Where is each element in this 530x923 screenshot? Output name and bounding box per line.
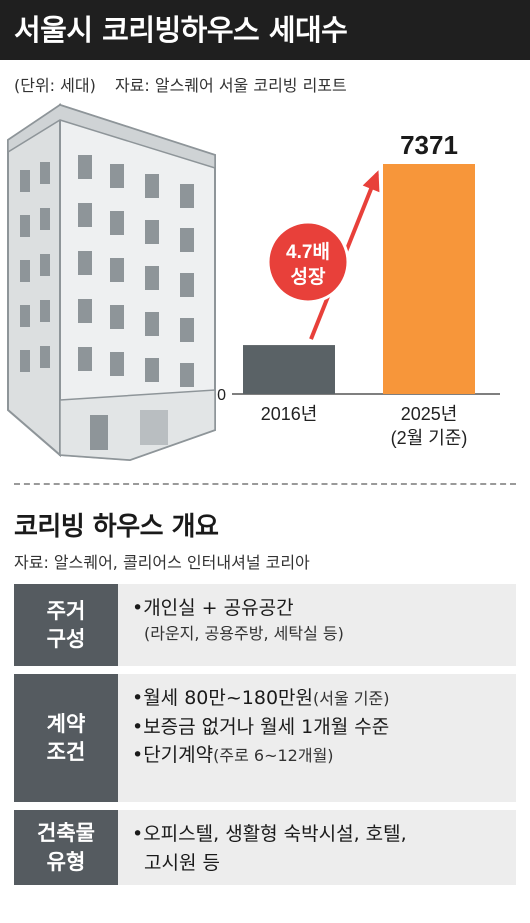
row-label-line: 주거 [46, 598, 86, 623]
overview-item-note: (라운지, 공용주방, 세탁실 등) [144, 623, 344, 643]
overview-item-sub: (주로 6~12개월) [213, 746, 334, 765]
category-label-2: 2025년 [401, 404, 458, 424]
category-sublabel-2: (2월 기준) [391, 428, 468, 448]
overview-table: 주거 구성 •개인실 + 공유공간 (라운지, 공용주방, 세탁실 등) 계약 조건 •월세… [14, 584, 516, 893]
overview-item: •보증금 없거나 월세 1개월 수준 [132, 715, 390, 738]
overview-item-continuation: 고시원 등 [144, 851, 220, 874]
growth-badge [266, 220, 350, 304]
row-label-line: 조건 [46, 740, 86, 764]
overview-title: 코리빙 하우스 개요 [14, 512, 219, 542]
axis-zero-label: 0 [217, 387, 226, 404]
overview-item: •월세 80만~180만원(서울 기준) [132, 687, 390, 709]
value-label-2: 7371 [400, 130, 458, 160]
overview-source: 자료: 알스퀘어, 콜리어스 인터내셔널 코리아 [14, 553, 310, 572]
growth-arrowhead [362, 170, 380, 193]
bar-1 [243, 345, 335, 394]
row-label-line: 건축물 [37, 821, 95, 846]
building-illustration [7, 103, 216, 462]
chart-meta: (단위: 세대) 자료: 알스퀘어 서울 코리빙 리포트 [14, 72, 361, 96]
overview-item: •개인실 + 공유공간 [132, 597, 294, 619]
row-label-line: 구성 [46, 627, 86, 651]
overview-item-sub: (서울 기준) [313, 689, 390, 708]
bar-2 [383, 164, 475, 394]
growth-badge-line2: 성장 [291, 266, 326, 288]
overview-row-items: •월세 80만~180만원(서울 기준) •보증금 없거나 월세 1개월 수준 •단… [118, 674, 516, 802]
row-label-line: 유형 [46, 849, 86, 874]
section-divider [14, 483, 516, 485]
overview-row-items: •오피스텔, 생활형 숙박시설, 호텔, 고시원 등 [118, 810, 516, 885]
overview-row-items: •개인실 + 공유공간 (라운지, 공용주방, 세탁실 등) [118, 584, 516, 666]
source-label: 자료: 알스퀘어 서울 코리빙 리포트 [114, 76, 347, 95]
growth-badge-line1: 4.7배 [286, 241, 330, 263]
page-title: 서울시 코리빙하우스 세대수 [0, 0, 530, 60]
unit-label: (단위: 세대) [14, 76, 96, 95]
row-label-line: 계약 [46, 711, 86, 736]
overview-item: •오피스텔, 생활형 숙박시설, 호텔, [132, 823, 407, 845]
overview-item: •단기계약(주로 6~12개월) [132, 744, 334, 766]
category-label-1: 2016년 [261, 404, 318, 424]
